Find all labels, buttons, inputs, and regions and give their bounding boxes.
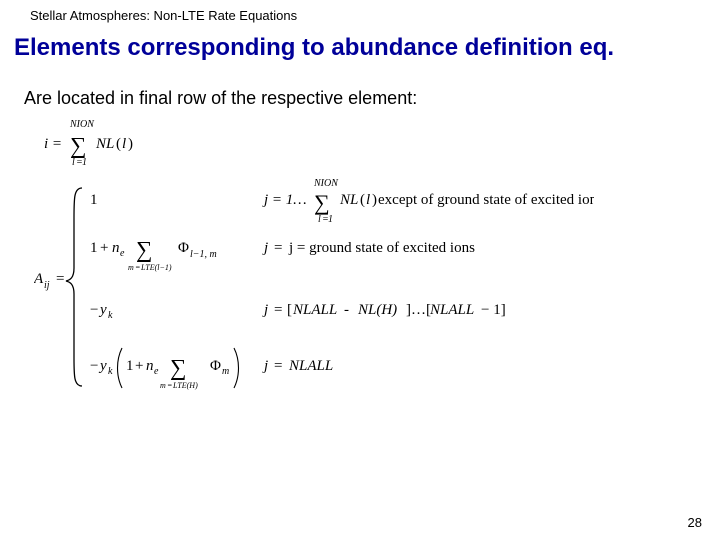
row4-sum-bot-eq: = [167, 381, 172, 390]
row2-cond-eq: = [274, 240, 282, 256]
row4-minus: − [90, 358, 98, 374]
row4-phi-sub: m [222, 366, 229, 377]
slide-title: Elements corresponding to abundance defi… [14, 34, 714, 62]
row2-cond: j [262, 240, 268, 256]
math-svg: i = NION ∑ l = 1 NL ( l ) A ij = 1 1 [34, 118, 594, 418]
matrix-eq: = [56, 271, 64, 287]
eq-i-lhs: i = [44, 136, 62, 152]
row3-sep: - [344, 302, 349, 318]
row1-sum-bot-1: 1 [328, 214, 333, 225]
row3-nlall-1: NLALL [292, 302, 337, 318]
rparen-icon: ) [372, 192, 377, 208]
row4-y-sub: k [108, 366, 113, 377]
row1-tail: except of ground state of excited ions [378, 192, 594, 208]
row1-sum-top: NION [313, 178, 339, 189]
row2-phi: Φ [178, 240, 189, 256]
eq-i-fn: NL [95, 136, 114, 152]
row2-one: 1 [90, 240, 98, 256]
row4-cond-j: j [262, 358, 268, 374]
row4-sum-bot-m: m [160, 381, 166, 390]
row4-phi: Φ [210, 358, 221, 374]
row4-n: n [146, 358, 154, 374]
row1-sum-fn: NL [339, 192, 358, 208]
row2-n: n [112, 240, 120, 256]
row4-cond-rhs: NLALL [288, 358, 333, 374]
row1-sum-arg: l [366, 192, 370, 208]
row2-cond-text: j = ground state of excited ions [288, 240, 475, 256]
row1-val: 1 [90, 192, 98, 208]
matrix-A: A [34, 271, 44, 287]
row2-sum-bot-eq: = [135, 263, 140, 272]
row2-sum-bot-lte: LTE(l−1) [140, 263, 172, 272]
row4-sum-bot-lte: LTE(H) [172, 381, 198, 390]
matrix-A-sub: ij [44, 280, 50, 291]
row3-minus: − [90, 302, 98, 318]
slide-subtext: Are located in final row of the respecti… [24, 88, 417, 109]
lparen-tall-icon [118, 348, 123, 388]
slide-header: Stellar Atmospheres: Non-LTE Rate Equati… [30, 8, 297, 23]
row4-plus: + [135, 358, 143, 374]
row2-sum-bot-m: m [128, 263, 134, 272]
row3-y: y [98, 302, 107, 318]
row2-plus: + [100, 240, 108, 256]
row1-cond-j: j = 1… [262, 192, 307, 208]
lparen-icon: ( [360, 192, 365, 208]
lparen-icon: ( [116, 136, 121, 152]
row4-y: y [98, 358, 107, 374]
eq-i-arg: l [122, 136, 126, 152]
row4-one: 1 [126, 358, 134, 374]
brace-icon [66, 188, 82, 386]
row1-sum-bot-l: l [318, 214, 321, 225]
row3-mid: ]…[ [406, 302, 431, 318]
sigma-icon: ∑ [70, 133, 86, 158]
rparen-tall-icon [234, 348, 239, 388]
sigma-icon: ∑ [170, 355, 186, 380]
row2-n-sub: e [120, 248, 125, 259]
row3-nlall-2: NLALL [429, 302, 474, 318]
math-block: i = NION ∑ l = 1 NL ( l ) A ij = 1 1 [34, 118, 594, 418]
row2-phi-sub: l−1, m [190, 249, 217, 260]
row4-cond-eq: = [274, 358, 282, 374]
row3-cond-pre: j [262, 302, 268, 318]
row3-y-sub: k [108, 310, 113, 321]
row3-nlh: NL(H) [357, 302, 397, 318]
eq-i-sum-bot-1: 1 [82, 157, 87, 168]
sigma-icon: ∑ [314, 190, 330, 215]
slide: Stellar Atmospheres: Non-LTE Rate Equati… [0, 0, 720, 540]
row3-minus1: − 1] [481, 302, 506, 318]
lbracket-icon: [ [287, 302, 292, 318]
rparen-icon: ) [128, 136, 133, 152]
eq-i-sum-top: NION [69, 119, 95, 130]
eq-i-sum-bot-l: l [72, 157, 75, 168]
page-number: 28 [688, 515, 702, 530]
row3-cond-eq: = [274, 302, 282, 318]
sigma-icon: ∑ [136, 237, 152, 262]
row4-n-sub: e [154, 366, 159, 377]
